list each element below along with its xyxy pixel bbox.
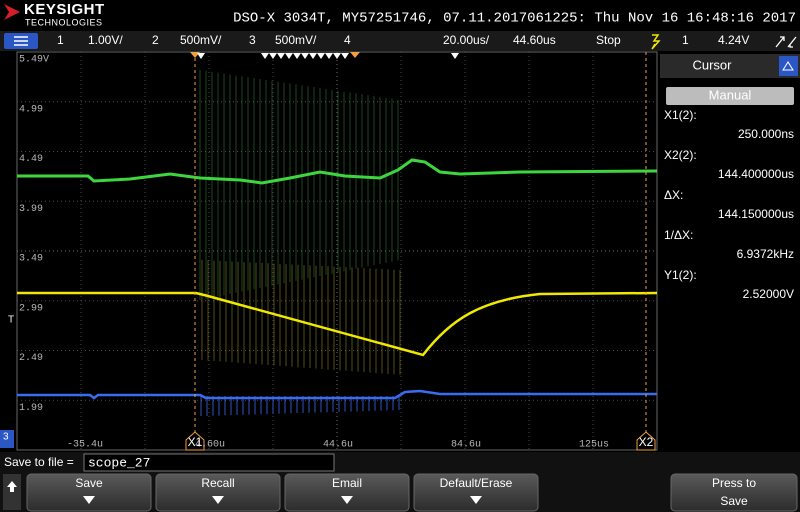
x2-label: X2 [639, 435, 654, 449]
trigger-marker: T [8, 315, 14, 326]
y-axis-label: 3.49 [19, 254, 43, 265]
softkey-label: Email [332, 476, 362, 490]
run-state: Stop [596, 33, 621, 47]
top-marker [277, 53, 285, 59]
readout-value: 2.52000V [743, 287, 794, 301]
softkey-label: Default/Erase [440, 476, 513, 490]
menu-icon [14, 36, 28, 46]
ch1-trace [17, 291, 658, 357]
top-marker [309, 53, 317, 59]
x2-tag [636, 431, 656, 451]
trigger-point-marker [350, 52, 360, 58]
readout-label: X1(2): [664, 108, 697, 122]
x-axis-label: -35.4u [67, 440, 103, 451]
readout-label: ΔX: [664, 188, 683, 202]
ch3-ground-tag [0, 430, 14, 448]
trigger-icon [651, 34, 661, 50]
mode: Manual [709, 87, 752, 102]
softkey[interactable] [26, 473, 152, 512]
save-label: Save to file = [4, 455, 74, 469]
y-axis-label: 1.99 [19, 403, 43, 414]
top-marker [325, 53, 333, 59]
delay: 44.60us [513, 33, 556, 47]
top-marker [261, 53, 269, 59]
ch2-trace [17, 158, 658, 185]
readout-label: X2(2): [664, 148, 697, 162]
trigger-source: 1 [682, 33, 689, 47]
softkey[interactable] [284, 473, 410, 512]
softkey-label: Recall [201, 476, 234, 490]
top-marker [317, 53, 325, 59]
softkey-arrow [470, 496, 482, 504]
top-marker [451, 53, 459, 59]
top-marker [285, 53, 293, 59]
press-line1: Press to [712, 476, 756, 490]
logo-mark [4, 4, 20, 20]
ch2-num: 2 [152, 33, 159, 47]
top-marker [341, 53, 349, 59]
softkey-label: Save [75, 476, 103, 490]
filename-field[interactable] [83, 453, 335, 472]
x-axis-label: 44.6u [323, 440, 353, 451]
softkey-arrow [83, 496, 95, 504]
y-axis-label: 2.99 [19, 303, 43, 314]
side-panel [660, 52, 800, 450]
ch3-scale: 500mV/ [275, 33, 317, 47]
ch3-trace [17, 389, 657, 400]
softkey-arrow [341, 496, 353, 504]
filename: scope_27 [88, 455, 150, 470]
x1-label: X1 [188, 435, 203, 449]
status-bar [0, 31, 800, 51]
ch3-marker: 3 [3, 432, 9, 443]
softkey[interactable] [413, 473, 539, 512]
up-arrow [7, 481, 17, 492]
softkey[interactable] [155, 473, 281, 512]
top-marker [197, 53, 205, 59]
mode-button[interactable] [666, 87, 794, 105]
panel-header [660, 54, 800, 78]
readout-value: 144.150000us [718, 207, 794, 221]
press-line2: Save [720, 494, 748, 508]
readout-label: Y1(2): [664, 268, 697, 282]
ch4-num: 4 [344, 33, 351, 47]
brand: KEYSIGHT [24, 1, 105, 18]
timebase: 20.00us/ [443, 33, 490, 47]
press-save-button[interactable] [670, 473, 798, 512]
ch1-scale: 1.00V/ [88, 33, 123, 47]
readout-value: 144.400000us [718, 167, 794, 181]
trigger-level: 4.24V [718, 33, 749, 47]
softkey-arrow [212, 496, 224, 504]
y-axis-label: 4.49 [19, 154, 43, 165]
top-marker [333, 53, 341, 59]
ch1-num: 1 [57, 33, 64, 47]
panel-icon [782, 61, 794, 71]
brand-sub: TECHNOLOGIES [25, 17, 103, 27]
y-axis-label: 2.49 [19, 353, 43, 364]
panel-close[interactable] [779, 56, 798, 76]
header-info: DSO-X 3034T, MY57251746, 07.11.201706122… [233, 11, 796, 27]
readout-label: 1/ΔX: [664, 228, 693, 242]
x-axis-label: 4.60u [195, 440, 225, 451]
readout-value: 6.9372kHz [737, 247, 794, 261]
ch3-num: 3 [249, 33, 256, 47]
panel-title: Cursor [692, 57, 732, 72]
x-axis-label: 125us [579, 440, 609, 451]
ch2-scale: 500mV/ [180, 33, 222, 47]
readout-value: 250.000ns [738, 127, 794, 141]
y-axis-label: 4.99 [19, 104, 43, 115]
top-marker [293, 53, 301, 59]
grid [17, 52, 657, 450]
x-axis-label: 84.6u [451, 440, 481, 451]
top-marker [301, 53, 309, 59]
signal-noise [199, 70, 401, 416]
y-axis-label: 5.49V [19, 55, 49, 66]
x1-tag [185, 431, 205, 451]
top-markers [197, 53, 459, 59]
logo: KEYSIGHT TECHNOLOGIES [4, 1, 105, 27]
top-marker [269, 53, 277, 59]
y-axis-label: 3.99 [19, 204, 43, 215]
slope-icon [775, 36, 797, 48]
